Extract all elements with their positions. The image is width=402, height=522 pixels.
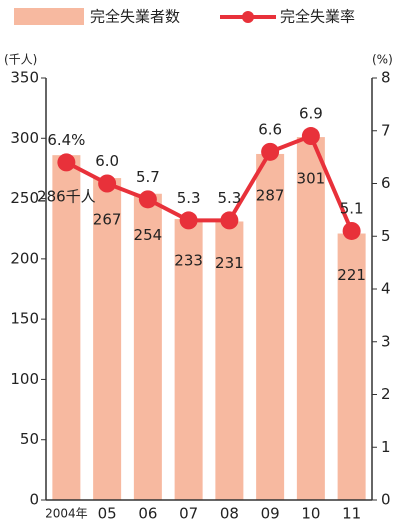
y2-tick-label: 8 (381, 69, 391, 87)
bar-value-label: 221 (337, 266, 366, 284)
line-value-label: 6.0 (95, 152, 119, 170)
line-point (220, 211, 239, 230)
bar (93, 178, 122, 500)
bar (52, 155, 81, 500)
line-point (57, 153, 76, 172)
bar-value-label: 254 (134, 226, 163, 244)
x-tick-label: 05 (98, 505, 117, 522)
bar (133, 193, 162, 500)
line-point (179, 211, 198, 230)
y2-tick-label: 3 (381, 332, 391, 350)
x-tick-label: 10 (301, 505, 320, 522)
line-value-label: 6.9 (299, 105, 323, 123)
x-tick-label: 06 (138, 505, 157, 522)
bar (337, 233, 366, 500)
line-point (98, 174, 117, 193)
line-point (261, 142, 280, 161)
legend-label: 完全失業率 (280, 8, 355, 26)
y2-tick-label: 0 (381, 491, 391, 509)
bar-value-label: 233 (174, 252, 203, 270)
line-point (301, 127, 320, 146)
y-tick-label: 350 (10, 69, 39, 87)
line-value-label: 6.4% (47, 131, 85, 149)
bar (215, 221, 244, 501)
y2-tick-label: 7 (381, 121, 391, 139)
bar (256, 153, 285, 500)
y2-tick-label: 4 (381, 280, 391, 298)
legend-swatch (242, 11, 254, 23)
y2-tick-label: 5 (381, 227, 391, 245)
bar-value-label: 301 (297, 170, 326, 188)
y-tick-label: 250 (10, 189, 39, 207)
y-tick-label: 100 (10, 370, 39, 388)
y2-tick-label: 1 (381, 438, 391, 456)
bar-value-label: 287 (256, 186, 285, 204)
line-value-label: 5.7 (136, 168, 160, 186)
x-tick-label: 09 (261, 505, 280, 522)
x-tick-label: 11 (342, 505, 361, 522)
y-tick-label: 150 (10, 310, 39, 328)
line-point (138, 190, 157, 209)
y2-tick-label: 2 (381, 385, 391, 403)
y-tick-label: 300 (10, 129, 39, 147)
bar-value-label: 231 (215, 254, 244, 272)
y-tick-label: 50 (20, 430, 39, 448)
y2-axis-label: (%) (372, 53, 393, 67)
line-value-label: 6.6 (258, 120, 282, 138)
line-value-label: 5.3 (177, 189, 201, 207)
y-axis-label: (千人) (4, 53, 37, 67)
y-tick-label: 200 (10, 249, 39, 267)
y-tick-label: 0 (29, 491, 39, 509)
bar (174, 219, 203, 500)
legend-label: 完全失業者数 (90, 8, 180, 26)
y2-tick-label: 6 (381, 174, 391, 192)
bar (296, 137, 325, 500)
x-tick-label: 2004年 (45, 507, 88, 521)
line-value-label: 5.3 (217, 189, 241, 207)
legend-swatch (14, 8, 84, 25)
line-point (342, 221, 361, 240)
line-value-label: 5.1 (340, 199, 364, 217)
bar-value-label: 286千人 (37, 188, 96, 206)
x-tick-label: 07 (179, 505, 198, 522)
x-tick-label: 08 (220, 505, 239, 522)
bar-value-label: 267 (93, 211, 122, 229)
